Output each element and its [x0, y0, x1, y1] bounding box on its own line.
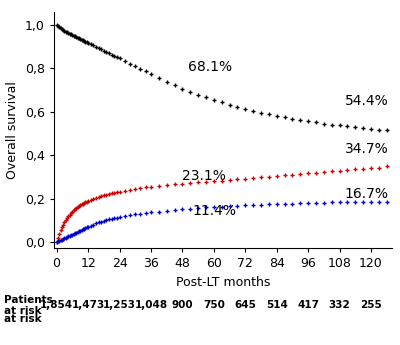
Text: Patients
at risk: Patients at risk — [4, 295, 53, 316]
Text: 68.1%: 68.1% — [188, 60, 232, 74]
Text: 1,253: 1,253 — [103, 300, 136, 310]
Text: 417: 417 — [297, 300, 319, 310]
Y-axis label: Overall survival: Overall survival — [6, 81, 20, 179]
Text: 23.1%: 23.1% — [182, 169, 226, 183]
Text: 750: 750 — [203, 300, 225, 310]
Text: 900: 900 — [172, 300, 193, 310]
Text: 1,854: 1,854 — [40, 300, 73, 310]
Text: 54.4%: 54.4% — [345, 94, 388, 108]
Text: 332: 332 — [329, 300, 350, 310]
Text: 11.4%: 11.4% — [193, 205, 237, 218]
Text: 16.7%: 16.7% — [345, 187, 389, 201]
Text: 255: 255 — [360, 300, 382, 310]
Text: 645: 645 — [234, 300, 256, 310]
X-axis label: Post-LT months: Post-LT months — [176, 276, 270, 289]
Text: 514: 514 — [266, 300, 288, 310]
Text: 1,473: 1,473 — [72, 300, 105, 310]
Text: at risk: at risk — [4, 314, 42, 324]
Text: 34.7%: 34.7% — [345, 142, 388, 156]
Text: 1,048: 1,048 — [134, 300, 168, 310]
